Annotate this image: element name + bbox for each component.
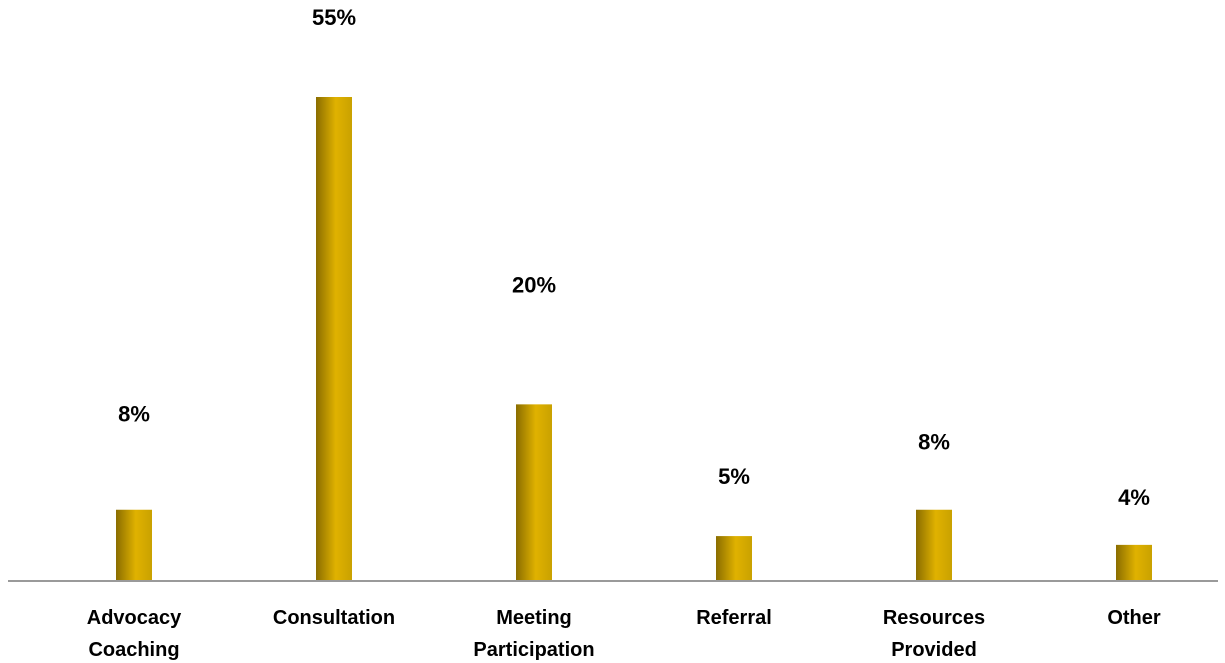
category-label-1-line-1: Advocacy bbox=[87, 607, 182, 629]
value-label-3: 20% bbox=[512, 272, 556, 297]
category-label-1-line-2: Coaching bbox=[88, 639, 179, 661]
value-label-1: 8% bbox=[118, 402, 150, 427]
category-label-2-line-1: Consultation bbox=[273, 607, 395, 629]
value-label-4: 5% bbox=[718, 464, 750, 489]
category-labels-group: Advocacy Coaching Consultation Meeting Parti… bbox=[87, 607, 1161, 661]
category-label-5-line-2: Provided bbox=[891, 639, 977, 661]
bar-5 bbox=[916, 509, 952, 580]
bar-6 bbox=[1116, 544, 1152, 580]
bar-4 bbox=[716, 536, 752, 580]
category-label-5-line-1: Resources bbox=[883, 607, 985, 629]
category-label-3-line-1: Meeting bbox=[496, 607, 572, 629]
category-label-4-line-1: Referral bbox=[696, 607, 772, 629]
value-label-5: 8% bbox=[918, 430, 950, 455]
bar-3 bbox=[516, 404, 552, 580]
bars-group bbox=[116, 97, 1152, 580]
category-label-3-line-2: Participation bbox=[473, 639, 594, 661]
bar-2 bbox=[316, 97, 352, 580]
value-labels-group: 8% 55% 20% 5% 8% 4% bbox=[118, 5, 1150, 510]
value-label-2: 55% bbox=[312, 5, 356, 30]
value-label-6: 4% bbox=[1118, 485, 1150, 510]
category-label-6-line-1: Other bbox=[1107, 607, 1161, 629]
bar-1 bbox=[116, 509, 152, 580]
